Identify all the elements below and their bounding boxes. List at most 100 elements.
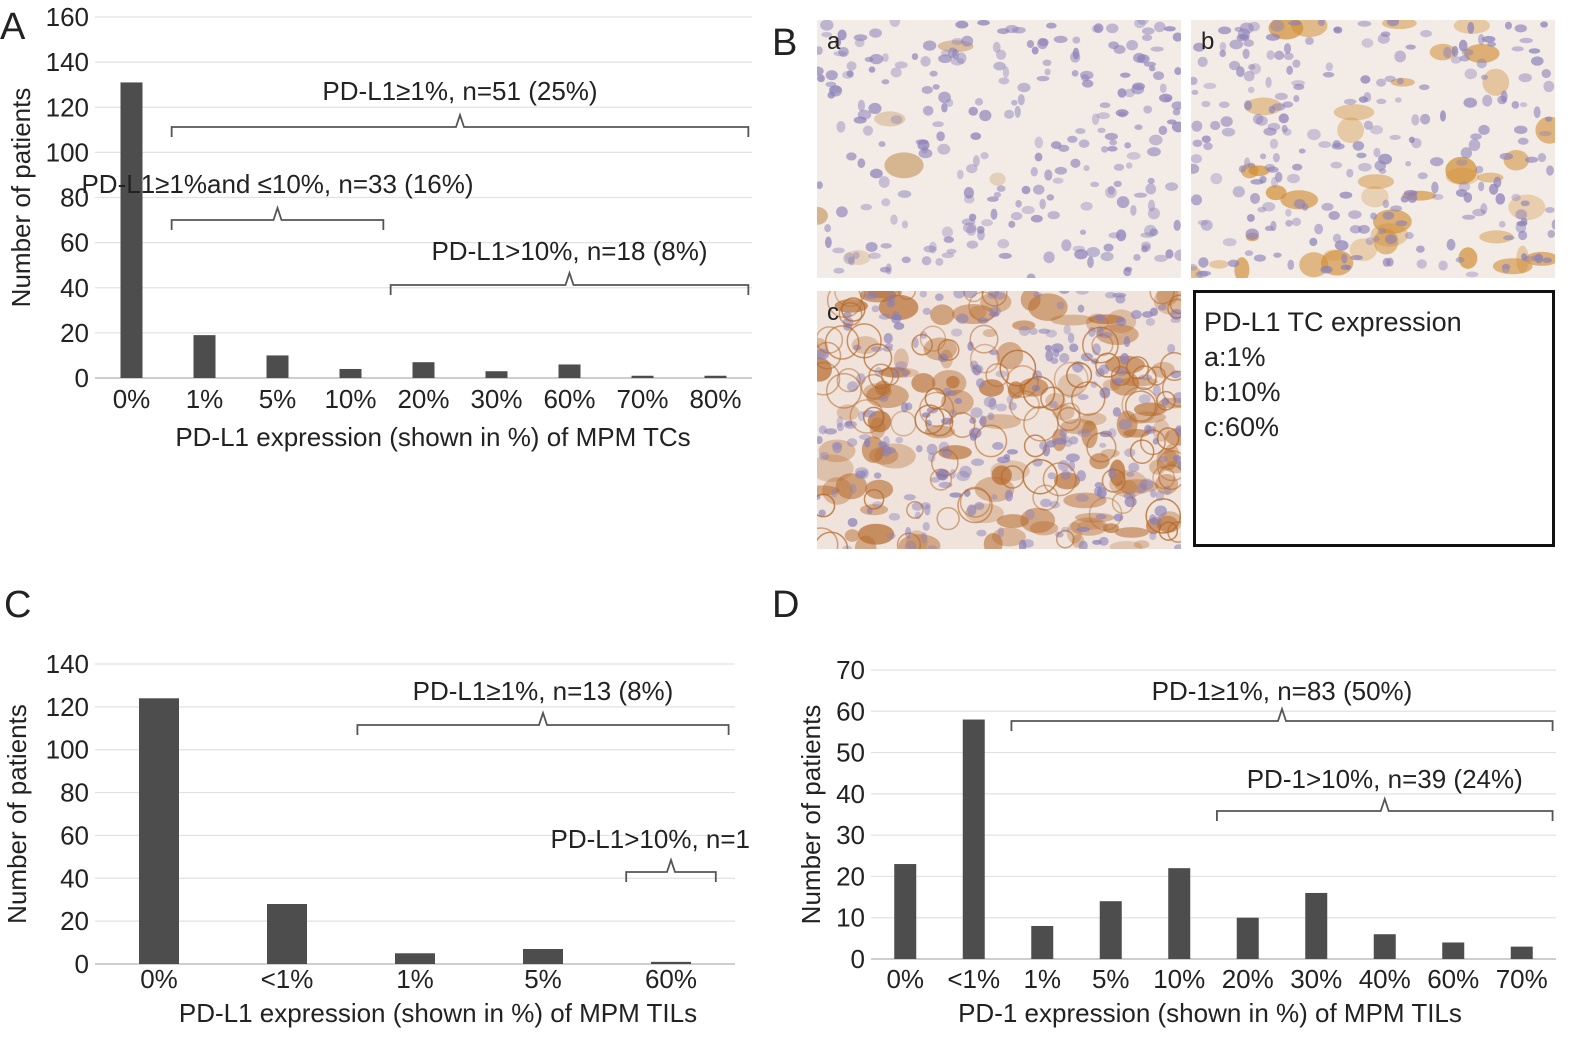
stain-patch [1054,472,1081,490]
annotation-bracket [389,270,750,295]
legend-line-b: b:10% [1204,377,1281,407]
membrane-stain [1169,294,1181,315]
cell-nucleus [1078,139,1090,148]
cell-nucleus [1271,103,1286,111]
cell-nucleus [1221,127,1236,137]
cell-nucleus [1438,260,1448,271]
x-tick-label: 70% [616,384,668,414]
cell-nucleus [1468,139,1481,152]
membrane-stain [834,291,866,307]
cell-nucleus [1067,135,1078,143]
cell-nucleus [1099,442,1107,448]
cell-nucleus [1482,94,1493,107]
bar [339,368,362,378]
membrane-stain [817,341,842,370]
stain-patch [980,291,1012,313]
y-tick-label: 80 [60,778,89,808]
cell-nucleus [1053,35,1068,44]
cell-nucleus [832,247,845,254]
y-axis-title: Number of patients [796,705,826,925]
cell-nucleus [1543,80,1555,93]
stain-patch [884,152,924,179]
cell-nucleus [1150,489,1157,498]
cell-nucleus [1191,194,1203,206]
cell-nucleus [848,256,855,266]
panel-label-b: B [772,22,798,64]
cell-nucleus [1112,407,1122,417]
cell-nucleus [1092,343,1101,356]
cell-nucleus [1458,181,1471,192]
cell-nucleus [1513,125,1528,135]
membrane-stain [860,373,887,400]
cell-nucleus [1166,119,1177,125]
cell-nucleus [902,369,909,378]
stain-patch [844,249,871,266]
bar [1236,917,1259,959]
membrane-stain [817,527,839,549]
cell-nucleus [883,332,893,344]
cell-nucleus [959,465,972,478]
membrane-stain [1161,370,1181,408]
cell-nucleus [1515,209,1528,220]
cell-nucleus [1256,115,1268,126]
cell-nucleus [1247,86,1255,94]
cell-nucleus [1283,43,1292,54]
cell-nucleus [1097,316,1106,323]
cell-nucleus [1551,219,1555,230]
cell-nucleus [1416,259,1427,269]
cell-nucleus [1113,180,1122,187]
stain-patch [1337,117,1364,143]
cell-nucleus [922,40,937,51]
cell-nucleus [1030,166,1038,177]
cell-nucleus [1378,153,1393,165]
cell-nucleus [1053,437,1067,445]
cell-nucleus [1095,513,1107,520]
chart-panel-d: 0 10 20 30 40 50 60 70 0% <1% 1% 5% 10% 20% 30% 40% 60% 7… [796,655,1556,1028]
cell-nucleus [983,396,997,408]
cell-nucleus [1439,110,1446,122]
legend-line-a: a:1% [1204,342,1266,372]
stain-patch [1045,392,1066,410]
cell-nucleus [1093,314,1106,321]
cell-nucleus [871,305,880,313]
membrane-stain [817,493,836,518]
x-tick-label: <1% [947,964,1000,994]
cell-nucleus [1136,483,1147,494]
membrane-stain [981,291,1008,307]
cell-nucleus [1042,59,1052,67]
cell-nucleus [817,348,829,360]
cell-nucleus [1238,165,1246,173]
cell-nucleus [1382,199,1390,209]
bar [1373,934,1396,959]
cell-nucleus [1192,139,1203,148]
membrane-stain [949,411,976,438]
stain-patch [1164,460,1181,474]
cell-nucleus [1147,207,1160,220]
cell-nucleus [1047,211,1060,220]
cell-nucleus [979,109,992,122]
cell-nucleus [1172,108,1181,116]
cell-nucleus [1124,448,1136,458]
cell-nucleus [855,470,867,479]
x-tick-label: 20% [1222,964,1274,994]
y-tick-label: 80 [60,183,89,213]
cell-nucleus [1150,46,1164,52]
membrane-stain [1158,521,1179,541]
cell-nucleus [990,208,998,220]
cell-nucleus [1075,291,1089,295]
stain-patch [844,529,860,542]
membrane-stain [930,449,959,477]
cell-nucleus [1450,56,1462,64]
cell-nucleus [1093,23,1104,34]
cell-nucleus [1475,165,1484,174]
cell-nucleus [1026,39,1035,49]
x-tick-label: 60% [543,384,595,414]
cell-nucleus [1370,212,1377,220]
cell-nucleus [1504,21,1512,30]
cell-nucleus [1137,20,1149,25]
cell-nucleus [1481,35,1496,43]
cell-nucleus [1165,249,1174,259]
cell-nucleus [1511,193,1521,202]
cell-nucleus [1090,181,1100,188]
y-tick-label: 140 [46,649,89,679]
